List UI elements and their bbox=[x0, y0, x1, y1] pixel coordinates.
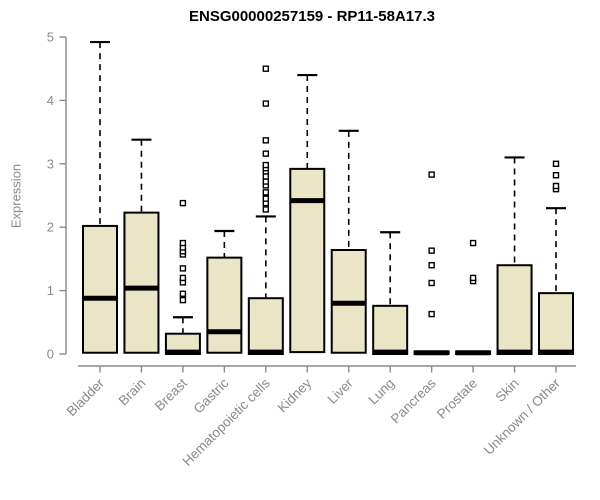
outlier-point bbox=[179, 199, 187, 207]
x-category-label: Gastric bbox=[191, 375, 232, 416]
x-category-label: Lung bbox=[365, 376, 397, 408]
outlier-point bbox=[262, 65, 270, 72]
box-brain bbox=[123, 211, 160, 354]
outlier-point bbox=[262, 137, 270, 144]
outlier-point bbox=[262, 161, 270, 169]
box-skin bbox=[496, 264, 533, 355]
y-tick-label: 2 bbox=[47, 220, 54, 235]
outlier-point bbox=[552, 182, 560, 190]
box-gastric bbox=[206, 256, 243, 354]
x-category-label: Liver bbox=[325, 375, 357, 407]
outlier-point bbox=[469, 239, 477, 247]
box-kidney bbox=[289, 167, 326, 354]
outlier-point bbox=[262, 150, 270, 157]
box-unknown-other bbox=[537, 292, 574, 355]
outlier-point bbox=[262, 206, 270, 213]
x-category-label: Pancreas bbox=[388, 375, 439, 426]
y-tick-label: 4 bbox=[47, 93, 54, 108]
y-tick-label: 0 bbox=[47, 347, 54, 362]
y-tick-label: 3 bbox=[47, 156, 54, 171]
outlier-point bbox=[179, 274, 187, 282]
box-lung bbox=[372, 304, 409, 356]
outlier-point bbox=[552, 160, 560, 168]
outlier-point bbox=[428, 310, 435, 318]
outlier-point bbox=[469, 274, 477, 282]
x-category-label: Skin bbox=[492, 376, 521, 405]
outlier-point bbox=[179, 296, 187, 304]
x-category-label: Unknown / Other bbox=[481, 375, 564, 458]
outlier-point bbox=[179, 265, 187, 272]
outlier-point bbox=[428, 171, 435, 178]
outlier-point bbox=[428, 262, 435, 269]
x-category-label: Kidney bbox=[275, 375, 315, 415]
outlier-point bbox=[262, 173, 270, 180]
outlier-point bbox=[262, 195, 270, 202]
y-tick-label: 5 bbox=[47, 30, 54, 45]
outlier-point bbox=[179, 239, 187, 247]
outlier-point bbox=[262, 178, 270, 185]
outlier-point bbox=[262, 100, 270, 107]
outlier-point bbox=[428, 247, 435, 254]
x-category-label: Prostate bbox=[434, 376, 480, 422]
outlier-point bbox=[428, 279, 435, 287]
box-bladder bbox=[82, 224, 118, 354]
chart-title: ENSG00000257159 - RP11-58A17.3 bbox=[188, 8, 435, 25]
outlier-point bbox=[262, 189, 270, 196]
x-category-label: Bladder bbox=[64, 375, 108, 419]
y-tick-label: 1 bbox=[47, 283, 54, 298]
x-category-label: Breast bbox=[152, 375, 190, 413]
outlier-point bbox=[179, 290, 187, 297]
x-category-label: Brain bbox=[116, 376, 149, 409]
box-hematopoietic-cells bbox=[247, 297, 284, 356]
outlier-point bbox=[552, 172, 560, 179]
